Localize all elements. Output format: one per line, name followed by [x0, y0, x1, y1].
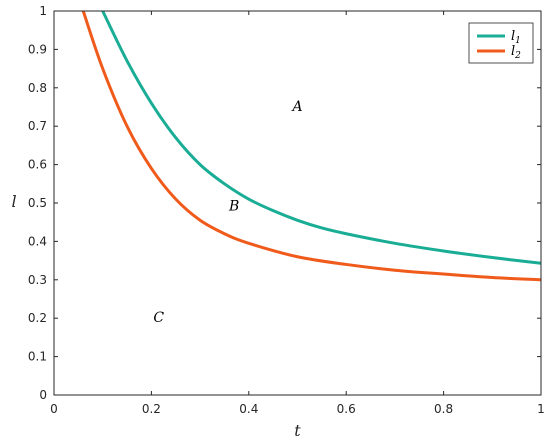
legend-label-l2: l2: [511, 44, 521, 61]
legend-label-subscript: 2: [514, 51, 521, 61]
y-tick-label: 0.3: [28, 273, 47, 287]
y-tick-label: 1: [39, 4, 47, 18]
legend-box: [468, 22, 534, 64]
x-axis-ticks: 0 0.2 0.4 0.6 0.8 1: [50, 11, 545, 416]
y-tick-label: 0.9: [28, 42, 47, 56]
series-layer: [81, 10, 542, 282]
x-axis-label: t: [294, 421, 301, 440]
region-annotations: A B C: [153, 99, 302, 326]
plot-area: [54, 11, 541, 395]
y-tick-label: 0.4: [28, 234, 47, 248]
x-tick-label: 0: [50, 402, 58, 416]
y-tick-label: 0.7: [28, 119, 47, 133]
x-tick-label: 1: [537, 402, 545, 416]
series-line-l1: [101, 10, 542, 265]
y-axis-label: l: [11, 192, 16, 211]
y-tick-label: 0.2: [28, 311, 47, 325]
legend-label-subscript: 1: [515, 36, 521, 46]
y-axis-ticks: 0 0.1 0.2 0.3 0.4 0.5 0.6 0.7 0.8 0.9 1: [28, 4, 541, 402]
region-label-b: B: [228, 199, 239, 215]
y-tick-label: 0.6: [28, 158, 47, 172]
legend-label-base: l: [511, 29, 515, 44]
region-label-a: A: [290, 99, 302, 115]
x-tick-label: 0.6: [337, 402, 356, 416]
legend-label-base: l: [511, 44, 515, 59]
y-tick-label: 0: [39, 388, 47, 402]
x-tick-label: 0.8: [434, 402, 453, 416]
y-tick-label: 0.8: [28, 81, 47, 95]
y-tick-label: 0.1: [28, 350, 47, 364]
x-tick-label: 0.2: [142, 402, 161, 416]
x-tick-label: 0.4: [239, 402, 258, 416]
series-line-l2: [81, 10, 542, 282]
legend-label-l1: l1: [511, 29, 521, 46]
plot-frame: [53, 10, 542, 396]
region-label-c: C: [153, 310, 164, 326]
y-tick-label: 0.5: [28, 196, 47, 210]
